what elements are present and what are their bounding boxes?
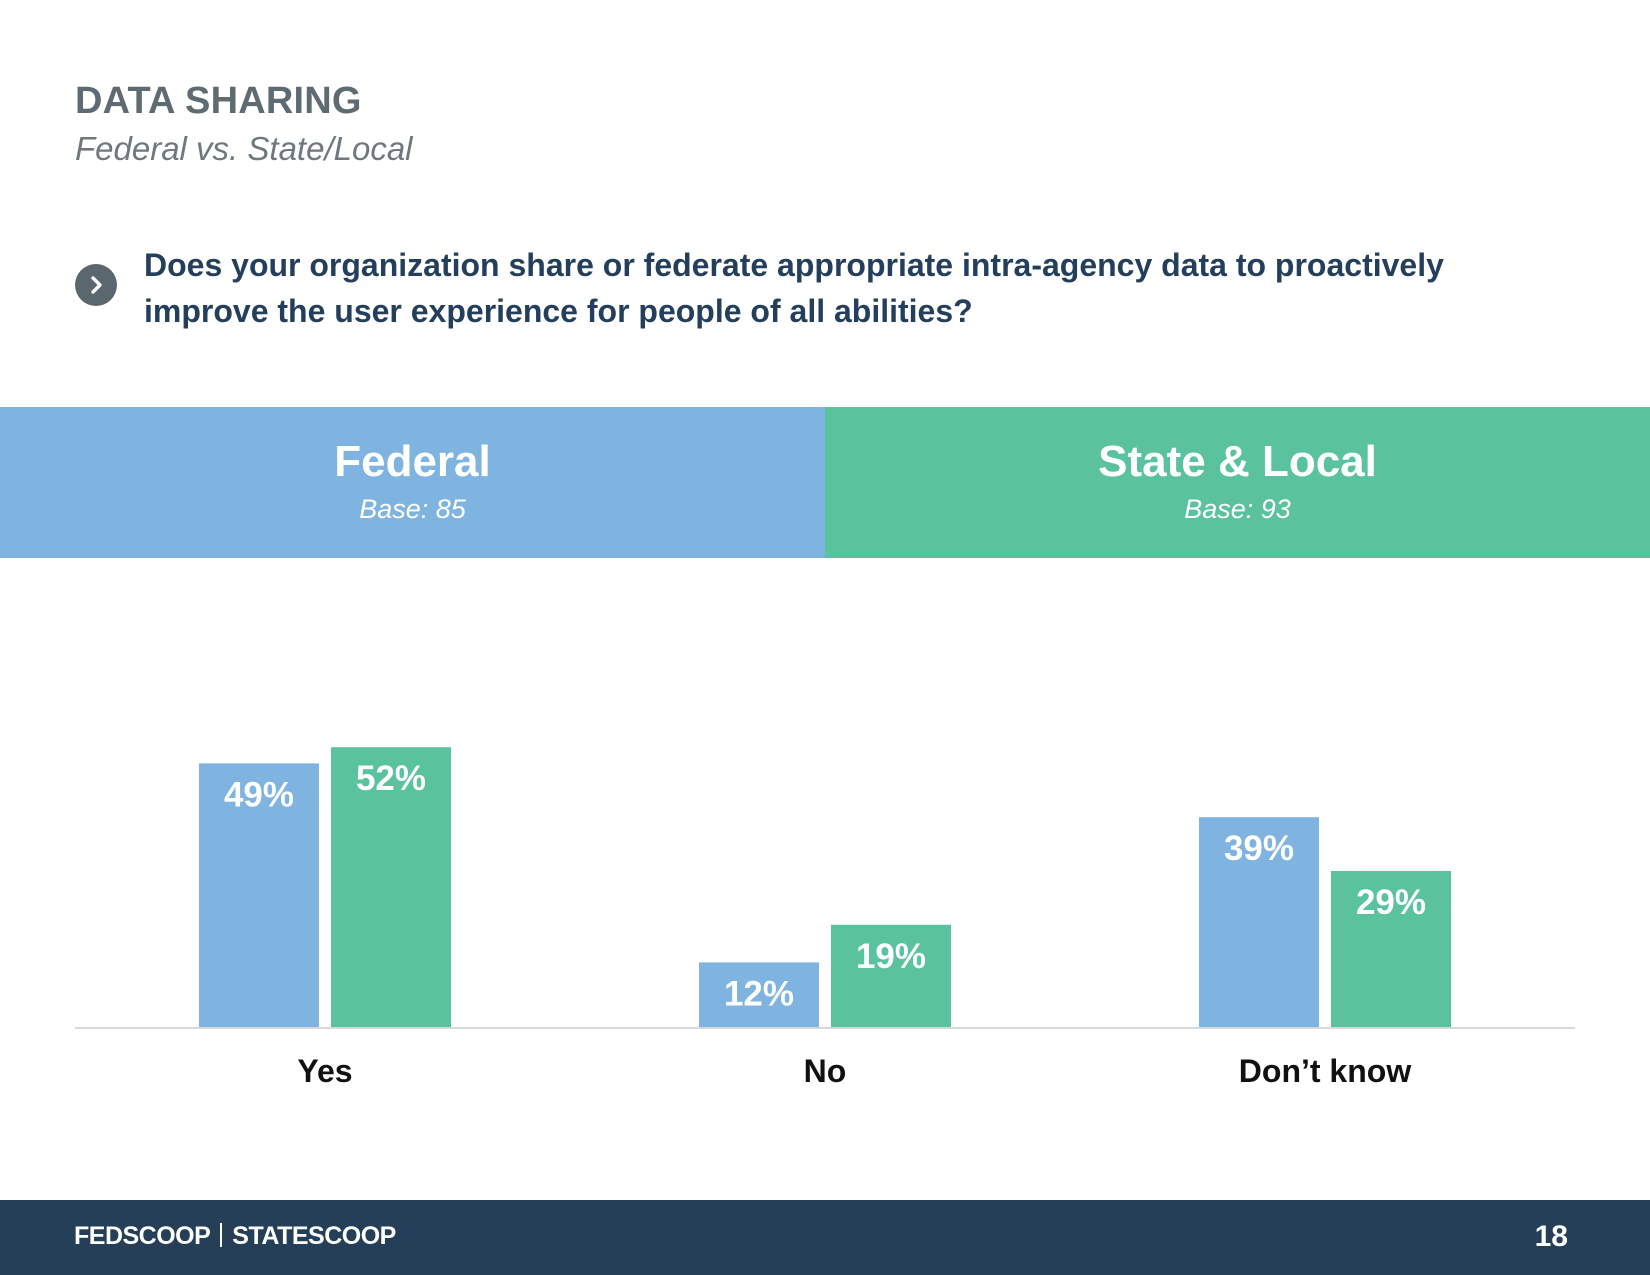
brand-fedscoop: FEDSCOOP bbox=[74, 1222, 211, 1250]
data-label: 29% bbox=[1356, 883, 1426, 922]
footer-brand: FEDSCOOP STATESCOOP bbox=[74, 1222, 396, 1251]
bar-federal-yes bbox=[199, 763, 319, 1027]
group-base: Base: 85 bbox=[359, 494, 466, 524]
bar-chart: 49% 52% Yes 12% 19% No 39% 29% Don’t know bbox=[75, 747, 1575, 1089]
brand-statescoop: STATESCOOP bbox=[232, 1222, 396, 1250]
page-number: 18 bbox=[1534, 1220, 1568, 1253]
group-header-federal: Federal Base: 85 bbox=[0, 407, 825, 558]
category-label: No bbox=[804, 1053, 847, 1089]
chevron-right-icon bbox=[75, 264, 117, 306]
bar-state-local-yes bbox=[331, 747, 451, 1027]
data-label: 52% bbox=[356, 759, 426, 798]
category-label: Don’t know bbox=[1239, 1053, 1412, 1089]
question-text: Does your organization share or federate… bbox=[144, 247, 1444, 329]
group-name: Federal bbox=[334, 437, 491, 486]
data-label: 39% bbox=[1224, 829, 1294, 868]
bar-state-local-don-t-know bbox=[1331, 870, 1451, 1027]
data-label: 49% bbox=[224, 775, 294, 814]
bar-federal-don-t-know bbox=[1199, 817, 1319, 1027]
footer: FEDSCOOP STATESCOOP 18 bbox=[0, 1200, 1650, 1275]
page-title: DATA SHARING bbox=[75, 80, 362, 122]
bar-state-local-no bbox=[831, 924, 951, 1027]
data-label: 19% bbox=[856, 937, 926, 976]
bar-federal-no bbox=[699, 962, 819, 1027]
data-label: 12% bbox=[724, 974, 794, 1013]
group-header-state-local: State & Local Base: 93 bbox=[825, 407, 1650, 558]
page-subtitle: Federal vs. State/Local bbox=[75, 130, 413, 167]
category-label: Yes bbox=[297, 1053, 352, 1089]
brand-divider bbox=[220, 1223, 223, 1247]
group-name: State & Local bbox=[1098, 437, 1377, 486]
group-base: Base: 93 bbox=[1184, 494, 1291, 524]
